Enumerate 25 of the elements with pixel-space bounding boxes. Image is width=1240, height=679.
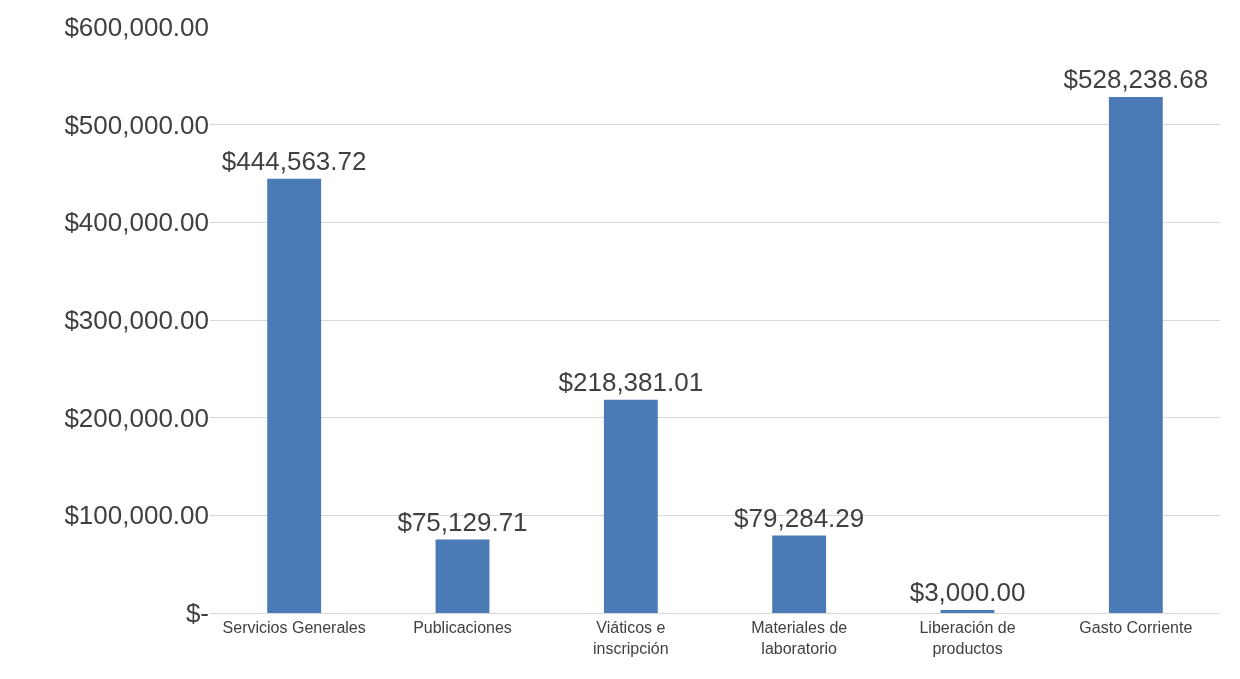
- x-tick-label: Materiales de laboratorio: [751, 619, 848, 657]
- data-label: $3,000.00: [909, 577, 1026, 608]
- data-label: $218,381.01: [558, 366, 704, 397]
- data-label: $528,238.68: [1063, 64, 1209, 95]
- data-label: $75,129.71: [397, 506, 528, 537]
- y-tick-label: $200,000.00: [64, 402, 209, 433]
- bar: [1108, 97, 1163, 613]
- x-tick-label: Servicios Generales: [222, 619, 366, 637]
- x-tick-label: Gasto Corriente: [1079, 619, 1193, 637]
- y-tick-label: $400,000.00: [64, 207, 209, 238]
- y-tick-label: $300,000.00: [64, 305, 209, 336]
- y-tick-label: $-: [185, 598, 209, 629]
- bar: [435, 539, 490, 613]
- bar: [940, 610, 995, 613]
- bar: [603, 399, 658, 613]
- x-tick-label: Liberación de productos: [919, 619, 1016, 657]
- data-label: $79,284.29: [734, 502, 865, 533]
- y-tick-label: $500,000.00: [64, 109, 209, 140]
- x-tick-label: Publicaciones: [413, 619, 512, 637]
- y-tick-label: $600,000.00: [64, 12, 209, 43]
- data-label: $444,563.72: [221, 145, 367, 176]
- bar: [267, 178, 322, 613]
- bar: [772, 535, 827, 613]
- x-tick-label: Viáticos e inscripción: [593, 619, 669, 657]
- y-tick-label: $100,000.00: [64, 500, 209, 531]
